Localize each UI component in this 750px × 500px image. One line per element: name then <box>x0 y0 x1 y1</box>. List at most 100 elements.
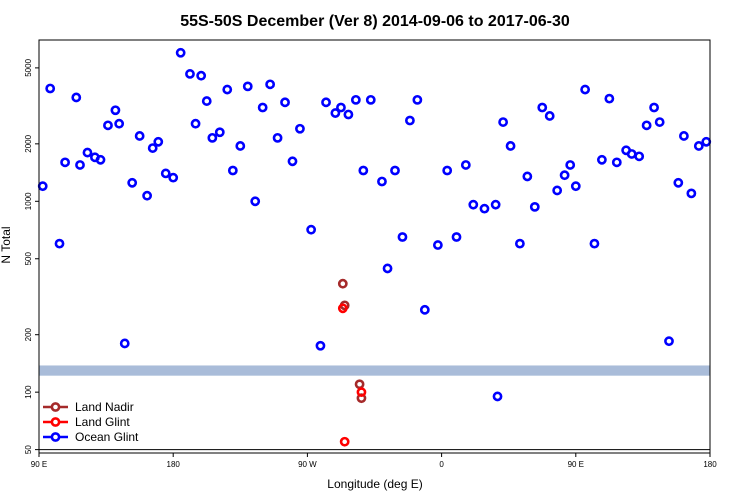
x-tick-label: 0 <box>439 460 444 469</box>
y-tick-label: 2000 <box>24 134 33 152</box>
data-point <box>190 118 201 129</box>
legend-label: Ocean Glint <box>75 430 139 444</box>
data-point <box>693 141 704 151</box>
data-point <box>596 154 607 165</box>
data-point <box>382 263 393 274</box>
data-point <box>337 303 348 314</box>
points-layer <box>37 47 712 447</box>
x-tick-label: 90 W <box>298 460 317 469</box>
x-axis: 90 E 180 90 W 0 90 E 180 <box>31 453 717 469</box>
data-point <box>127 177 138 188</box>
data-point <box>412 94 423 105</box>
y-axis-label: N Total <box>0 226 13 263</box>
data-point <box>390 165 400 176</box>
data-point <box>460 160 471 170</box>
data-point <box>222 84 233 95</box>
data-point <box>634 151 645 162</box>
data-point <box>175 47 186 58</box>
y-tick-label: 100 <box>24 385 33 399</box>
series-ocean-glint <box>37 47 712 402</box>
data-point <box>679 131 689 141</box>
data-point <box>339 436 350 447</box>
legend-marker <box>50 417 61 427</box>
data-point <box>250 196 261 207</box>
data-point <box>451 232 462 242</box>
data-point <box>350 94 361 105</box>
data-point <box>365 94 376 105</box>
data-point <box>654 117 665 127</box>
plot-frame <box>38 39 711 454</box>
data-point <box>336 102 346 113</box>
data-point <box>589 238 600 249</box>
data-point <box>337 278 348 289</box>
y-tick-label: 1000 <box>24 192 33 210</box>
data-point <box>356 387 367 398</box>
data-point <box>505 141 516 151</box>
data-point <box>490 199 501 210</box>
chart-title: 55S-50S December (Ver 8) 2014-09-06 to 2… <box>180 13 570 30</box>
data-point <box>272 132 283 143</box>
data-point <box>265 79 276 90</box>
data-point <box>295 123 305 134</box>
data-point <box>214 127 225 138</box>
legend-label: Land Glint <box>75 415 130 429</box>
x-tick-label: 180 <box>167 460 181 469</box>
data-point <box>45 83 56 94</box>
data-point <box>185 69 195 79</box>
data-point <box>168 172 179 183</box>
data-point <box>142 190 153 201</box>
data-point <box>235 141 246 151</box>
data-point <box>95 154 106 165</box>
legend-marker <box>50 432 61 442</box>
data-point <box>227 165 238 176</box>
y-tick-label: 200 <box>24 327 33 341</box>
x-tick-label: 180 <box>703 460 717 469</box>
data-point <box>570 181 581 192</box>
data-point <box>82 147 93 158</box>
data-point <box>306 224 317 235</box>
data-point <box>498 117 509 127</box>
data-point <box>641 120 652 131</box>
data-point <box>522 171 533 182</box>
data-point <box>673 177 684 188</box>
data-point <box>114 118 125 129</box>
data-point <box>565 160 576 170</box>
data-point <box>134 131 145 141</box>
data-point <box>358 165 369 176</box>
data-point <box>196 70 207 81</box>
data-point <box>287 156 298 167</box>
data-point <box>242 81 253 92</box>
data-point <box>611 157 622 168</box>
data-point <box>514 238 525 249</box>
data-point <box>280 97 290 108</box>
data-point <box>537 102 548 113</box>
data-point <box>201 96 212 106</box>
data-point <box>160 168 171 179</box>
data-point <box>315 340 326 351</box>
data-point <box>479 203 490 214</box>
band-layer <box>39 365 710 376</box>
data-point <box>405 115 415 126</box>
data-point <box>330 108 341 118</box>
y-tick-label: 50 <box>24 445 33 454</box>
legend-label: Land Nadir <box>75 400 134 414</box>
data-point <box>419 304 430 315</box>
data-point <box>442 165 453 176</box>
series-land-glint <box>337 303 367 447</box>
data-point <box>686 188 697 199</box>
data-point <box>664 336 674 347</box>
data-point <box>71 92 82 103</box>
data-point <box>54 238 65 249</box>
legend-marker <box>50 402 61 412</box>
data-point <box>432 240 443 250</box>
x-tick-label: 90 E <box>568 460 584 469</box>
data-point <box>110 105 121 116</box>
y-tick-label: 500 <box>24 252 33 266</box>
reference-band <box>39 365 710 376</box>
data-point <box>529 201 540 212</box>
data-point <box>153 136 164 147</box>
data-point <box>559 170 570 181</box>
data-point <box>75 160 85 170</box>
